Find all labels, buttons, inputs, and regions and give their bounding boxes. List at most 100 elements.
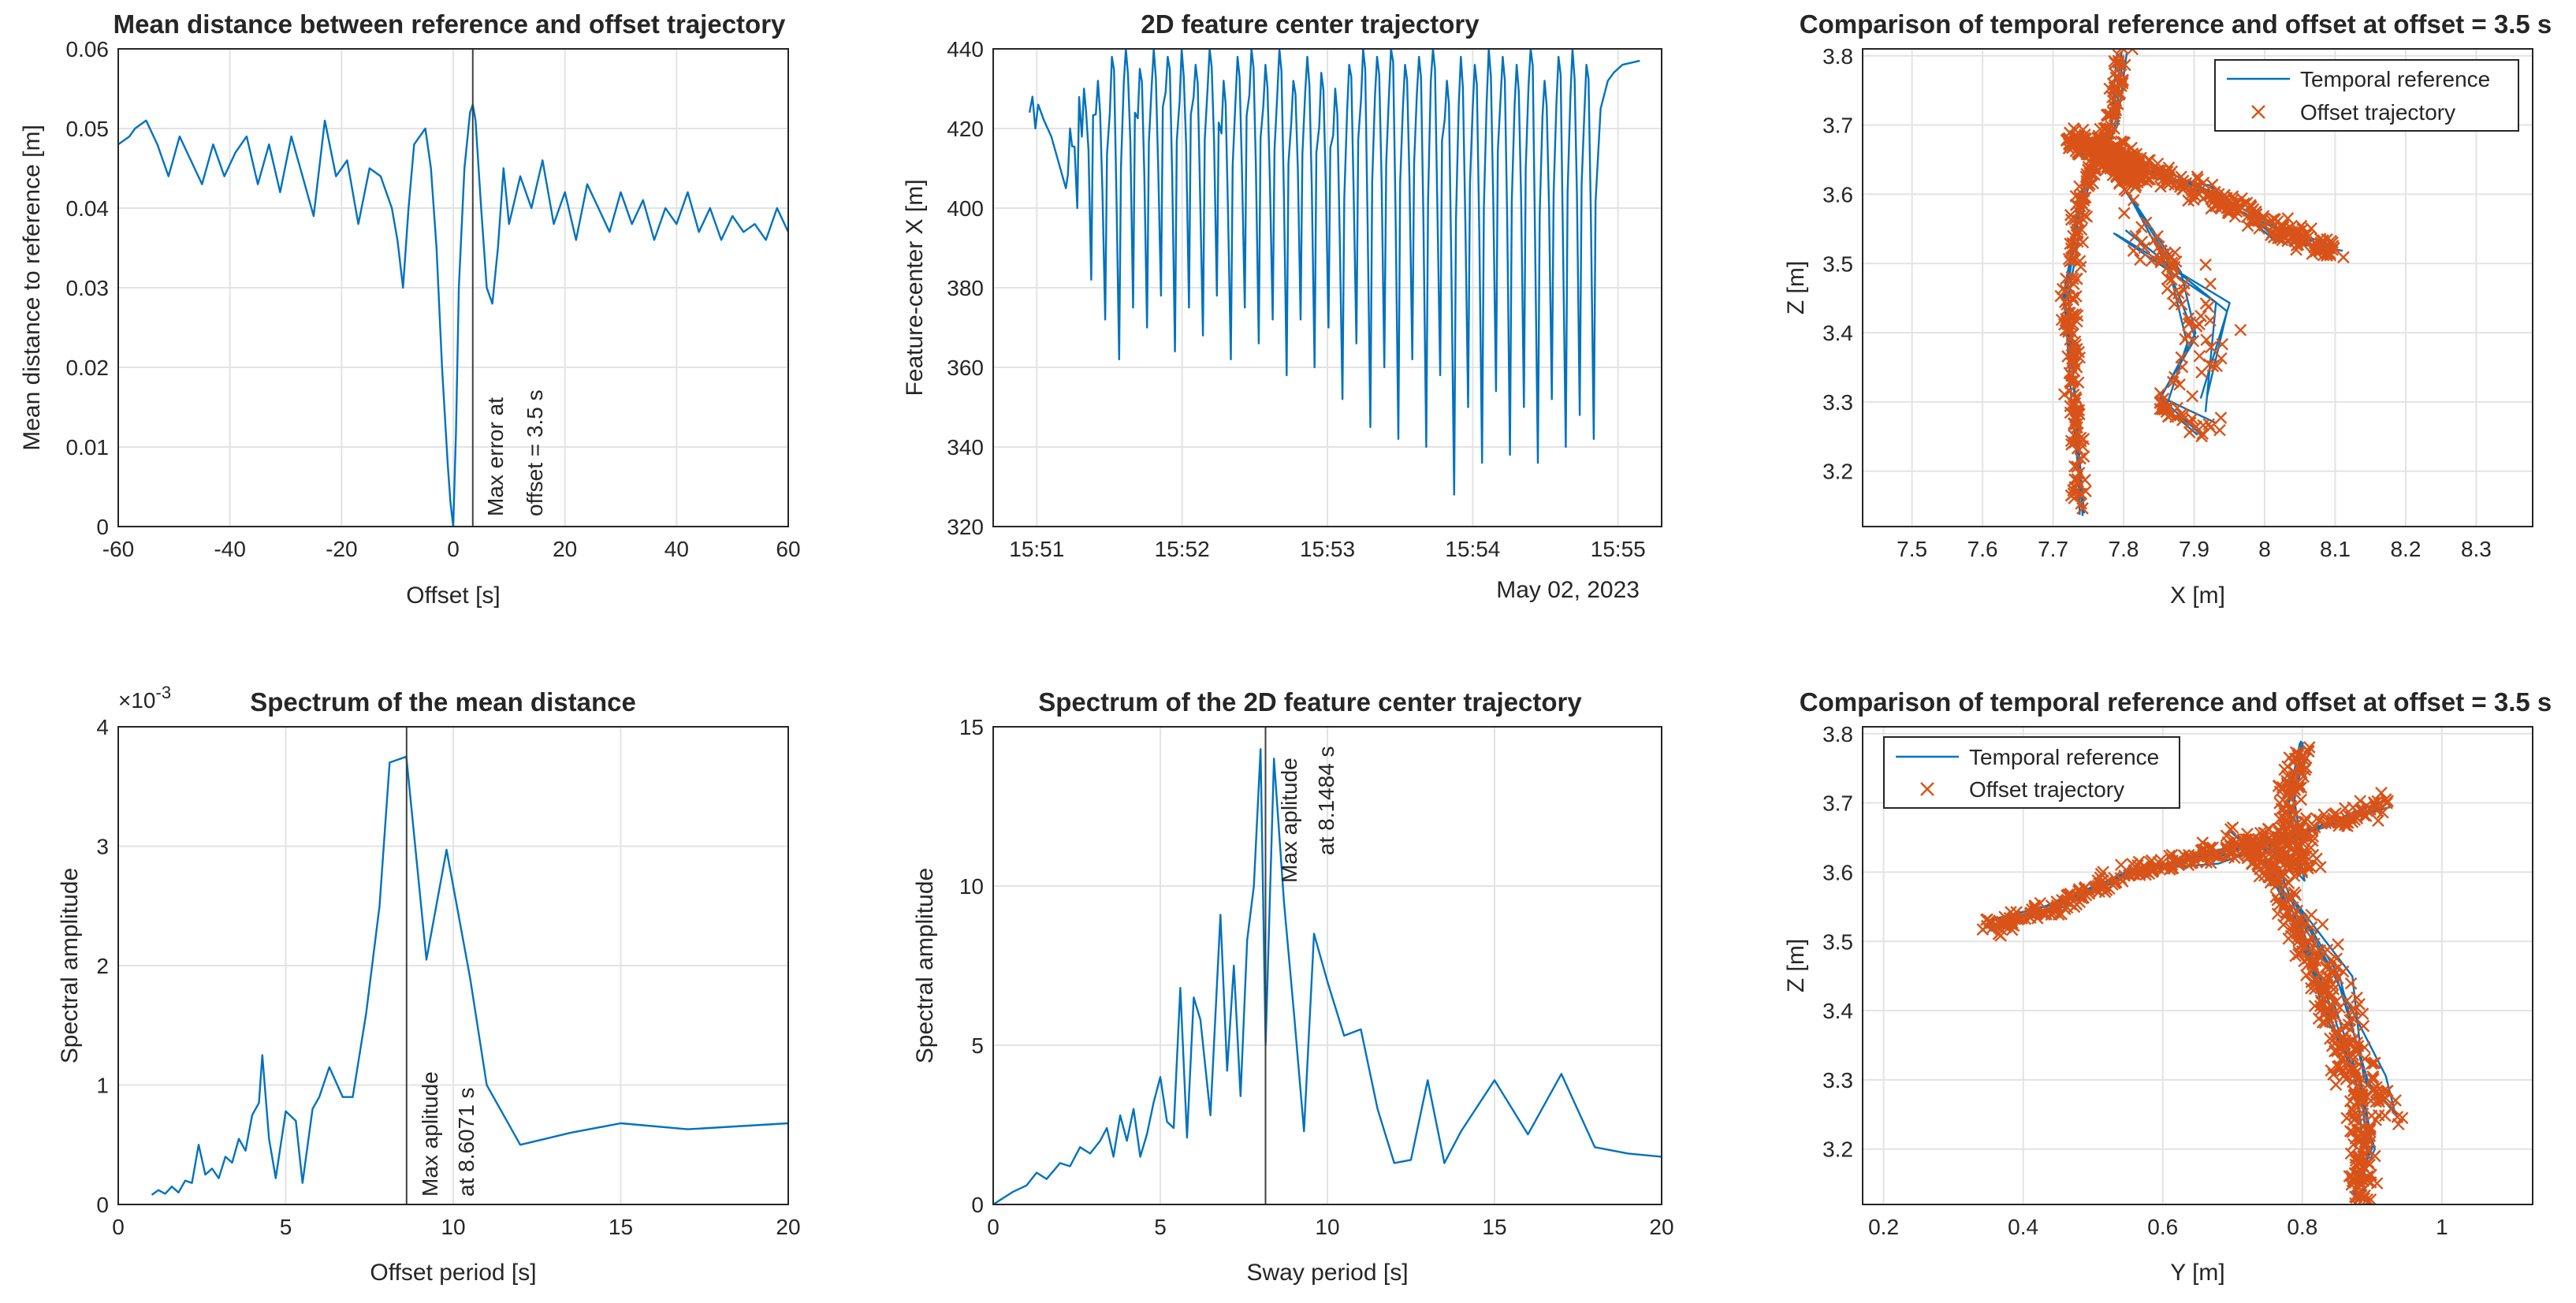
p6-xtick-label: 0.6: [2147, 1215, 2178, 1239]
panel-5-ticks: 0 5 10 15 20 0 5 10 15: [959, 715, 1674, 1239]
p1-ytick-label: 0.04: [66, 196, 110, 221]
p5-xtick-label: 0: [987, 1215, 1000, 1239]
p6-ytick-label: 3.6: [1822, 860, 1853, 884]
panel-1-ylabel: Mean distance to reference [m]: [19, 125, 45, 451]
panel-1-frame: [117, 48, 789, 527]
p6-xtick-label: 0.8: [2287, 1215, 2317, 1239]
p1-xtick-label: 40: [664, 537, 689, 561]
panel-3-legend-box: [2214, 59, 2519, 132]
panel-2-frame: [992, 48, 1662, 527]
p1-ytick-label: 0.03: [66, 276, 110, 300]
panel-6-legend-reference: Temporal reference: [1969, 745, 2159, 769]
p3-xtick-label: 8.1: [2320, 537, 2351, 561]
p1-xtick-label: -20: [326, 537, 357, 561]
panel-6-legend-marker-swatch: [1920, 782, 1934, 796]
p6-offset-markers: [1976, 741, 2409, 1204]
p6-xtick-label: 1: [2436, 1215, 2448, 1239]
p5-xtick-label: 20: [1649, 1215, 1673, 1239]
p2-xtick-label: 15:54: [1445, 537, 1500, 561]
panel-2-ylabel: Feature-center X [m]: [902, 179, 928, 396]
p6-xtick-label: 0.4: [2008, 1215, 2038, 1239]
panel-3-xlabel: X [m]: [2170, 583, 2225, 609]
p6-ytick-label: 3.7: [1822, 791, 1853, 816]
p3-offset-markers: [2054, 49, 2350, 515]
panel-5-annotation-line-2: at 8.1484 s: [1314, 746, 1338, 855]
panel-2-ticks: 15:51 15:52 15:53 15:54 15:55 320 340 360 380 400…: [947, 37, 1645, 561]
p5-xtick-label: 5: [1154, 1215, 1167, 1239]
p2-xtick-label: 15:52: [1155, 537, 1210, 561]
p2-xtick-label: 15:51: [1009, 537, 1064, 561]
p2-ytick-label: 360: [947, 356, 984, 380]
panel-5-frame: [992, 726, 1662, 1205]
panel-4-series: [151, 727, 788, 1204]
panel-3-ticks: 7.5 7.6 7.7 7.8 7.9 8 8.1 8.2 8.3 3.2 3.3 3.4 3.5 3.6…: [1822, 44, 2492, 561]
panel-1-xlabel: Offset [s]: [406, 583, 501, 609]
p6-ytick-label: 3.8: [1822, 722, 1853, 746]
p1-xtick-label: -60: [102, 537, 134, 561]
panel-3-grid: [1863, 49, 2533, 527]
p4-series-line: [151, 755, 788, 1196]
p6-xtick-label: 0.2: [1868, 1215, 1899, 1239]
panel-mean-distance: Mean distance between reference and offs…: [19, 9, 801, 609]
panel-4-exponent-power: -3: [156, 683, 172, 702]
p3-xtick-label: 8.3: [2461, 537, 2492, 561]
panel-3-frame: [1862, 48, 2533, 527]
p3-xtick-label: 8.2: [2390, 537, 2421, 561]
panel-1-annotation-line-2: offset = 3.5 s: [523, 389, 547, 516]
panel-6-title: Comparison of temporal reference and off…: [1800, 687, 2552, 717]
panel-4-annotation-line-2: at 8.6071 s: [454, 1087, 478, 1197]
panel-3-legend-marker-swatch: [2251, 105, 2265, 119]
panel-3-ylabel: Z [m]: [1783, 261, 1809, 315]
panel-2-date-label: May 02, 2023: [1496, 577, 1640, 603]
p2-xtick-label: 15:55: [1591, 537, 1646, 561]
panel-4-ticks: 0 5 10 15 20 0 1 2 3 4: [96, 715, 800, 1239]
p1-ytick-label: 0.02: [66, 356, 110, 380]
panel-6-legend: Temporal reference Offset trajectory: [1883, 736, 2180, 809]
p2-xtick-label: 15:53: [1300, 537, 1355, 561]
panel-5-series: [993, 727, 1662, 1204]
panel-1-ticks: -60 -40 -20 0 20 40 60 0 0.01 0.02 0.03 0.04 0.05 0.0…: [66, 37, 801, 561]
p3-xtick-label: 7.8: [2109, 537, 2139, 561]
svg-text:×10-3: ×10-3: [118, 683, 171, 713]
p6-ytick-label: 3.4: [1822, 999, 1853, 1023]
panel-mean-distance-spectrum: Spectrum of the mean distance 0 5 10 15 20 0 1…: [57, 683, 801, 1286]
p3-ytick-label: 3.6: [1822, 182, 1853, 207]
panel-5-xlabel: Sway period [s]: [1246, 1260, 1408, 1286]
p1-ytick-label: 0.05: [66, 117, 110, 141]
p6-offset-marker-path: [1976, 741, 2409, 1204]
p3-ytick-label: 3.8: [1822, 44, 1853, 69]
panel-1-annotation-line-1: Max error at: [483, 397, 508, 516]
panel-2-title: 2D feature center trajectory: [1141, 9, 1480, 39]
p4-ytick-label: 1: [96, 1074, 109, 1098]
p4-ytick-label: 0: [96, 1193, 109, 1217]
p3-xtick-label: 7.7: [2038, 537, 2068, 561]
p3-xtick-label: 7.9: [2179, 537, 2209, 561]
p5-xtick-label: 10: [1315, 1215, 1339, 1239]
p1-ytick-label: 0.06: [66, 37, 110, 61]
p4-xtick-label: 5: [280, 1215, 292, 1239]
p3-xtick-label: 7.6: [1967, 537, 1998, 561]
p2-ytick-label: 400: [947, 196, 984, 221]
p3-ytick-label: 3.7: [1822, 114, 1853, 138]
panel-1-series: [118, 49, 788, 527]
panel-3-title: Comparison of temporal reference and off…: [1800, 9, 2552, 39]
panel-4-title: Spectrum of the mean distance: [250, 687, 636, 717]
panel-xz-comparison: Comparison of temporal reference and off…: [1783, 9, 2552, 609]
panel-4-xlabel: Offset period [s]: [370, 1260, 536, 1286]
p6-ytick-label: 3.5: [1822, 929, 1853, 954]
panel-1-grid: [117, 48, 789, 527]
p1-ytick-label: 0.01: [66, 435, 110, 460]
panel-2-series: [1028, 49, 1640, 496]
panel-3-legend: Temporal reference Offset trajectory: [2214, 59, 2519, 132]
p6-reference-line: [2237, 837, 2373, 1193]
panel-1-title: Mean distance between reference and offs…: [114, 9, 786, 39]
panel-6-ylabel: Z [m]: [1783, 939, 1809, 992]
panel-6-xlabel: Y [m]: [2170, 1260, 2224, 1286]
p3-offset-marker-path: [2054, 49, 2350, 515]
p5-series-line: [993, 748, 1662, 1204]
p1-ytick-label: 0: [96, 515, 109, 539]
panel-6-series: [1976, 740, 2409, 1204]
p2-series-line: [1028, 49, 1640, 496]
p3-xtick-label: 8: [2258, 537, 2271, 561]
p3-ytick-label: 3.4: [1822, 321, 1853, 345]
